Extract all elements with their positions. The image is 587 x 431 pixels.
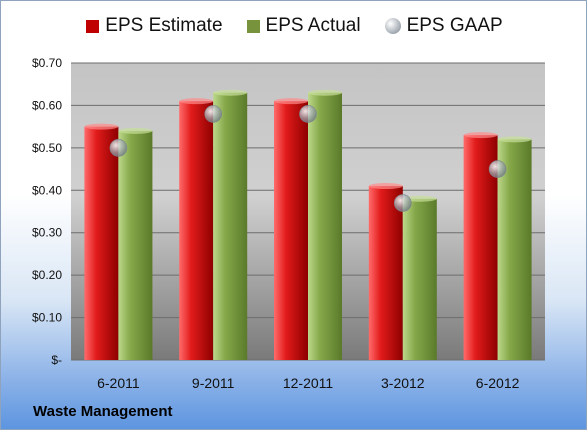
legend-item-estimate: EPS Estimate [86, 15, 223, 37]
x-tick-label: 6-2011 [97, 375, 140, 391]
gaap-marker [488, 160, 507, 178]
actual-bar-cap [213, 89, 248, 96]
legend-swatch-estimate [86, 19, 100, 33]
estimate-bar-cap [274, 98, 308, 105]
y-tick-label: $0.60 [32, 98, 62, 112]
x-tick-label: 3-2012 [381, 375, 425, 391]
x-axis-ticks: 6-2011 9-2011 12-2011 3-2012 6-2012 [97, 375, 519, 391]
x-tick-label: 9-2011 [192, 375, 235, 391]
y-tick-label: $- [51, 353, 62, 367]
actual-bar [118, 130, 153, 360]
y-tick-label: $0.40 [32, 183, 62, 197]
y-tick-label: $0.30 [32, 226, 62, 240]
legend-label-estimate: EPS Estimate [105, 15, 223, 36]
company-label: Waste Management [33, 403, 173, 420]
estimate-bar [84, 126, 119, 361]
estimate-bar-cap [84, 123, 119, 130]
actual-bar [213, 92, 248, 360]
gaap-marker [109, 139, 128, 157]
gaap-markers [109, 105, 507, 212]
y-tick-label: $0.20 [32, 268, 62, 282]
legend-swatch-gaap [384, 18, 401, 34]
actual-bar [308, 92, 342, 360]
legend-label-gaap: EPS GAAP [406, 15, 503, 36]
gaap-marker [204, 105, 222, 123]
estimate-bar-cap [463, 132, 498, 139]
gaap-marker [393, 194, 412, 212]
actual-bar-cap [308, 89, 342, 96]
chart-legend: EPS Estimate EPS Actual EPS GAAP [1, 15, 587, 37]
legend-item-actual: EPS Actual [246, 15, 361, 37]
actual-bar-cap [118, 127, 153, 134]
legend-swatch-actual [246, 19, 260, 33]
estimate-bar-cap [179, 98, 214, 105]
x-tick-label: 6-2012 [476, 375, 520, 391]
y-axis-ticks: $- $0.10 $0.20 $0.30 $0.40 $0.50 $0.60 $0.70 [32, 56, 62, 367]
actual-bar-cap [497, 136, 532, 143]
y-tick-label: $0.70 [32, 56, 62, 70]
y-tick-label: $0.50 [32, 141, 62, 155]
x-tick-label: 12-2011 [283, 375, 334, 391]
actual-bar-cap [402, 195, 437, 202]
actual-bar [402, 198, 437, 360]
y-tick-label: $0.10 [32, 311, 62, 325]
bars [84, 89, 532, 361]
legend-item-gaap: EPS GAAP [384, 15, 503, 37]
gaap-marker [299, 105, 317, 123]
actual-bar [497, 139, 532, 360]
estimate-bar [179, 101, 214, 360]
estimate-bar [368, 186, 403, 360]
legend-label-actual: EPS Actual [265, 15, 361, 36]
estimate-bar [274, 101, 308, 360]
estimate-bar-cap [368, 183, 403, 190]
